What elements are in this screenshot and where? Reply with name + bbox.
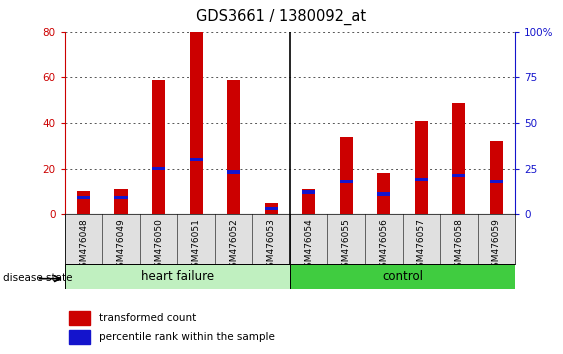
Text: heart failure: heart failure	[141, 270, 214, 282]
FancyBboxPatch shape	[290, 264, 515, 289]
Bar	[190, 158, 203, 161]
Bar	[377, 173, 390, 214]
Bar	[152, 80, 165, 214]
Bar	[152, 167, 165, 170]
Bar	[339, 179, 353, 183]
Bar	[69, 312, 90, 325]
Bar	[227, 170, 240, 174]
Text: GSM476059: GSM476059	[492, 218, 501, 273]
Bar	[227, 80, 240, 214]
Bar	[490, 141, 503, 214]
Text: GSM476056: GSM476056	[379, 218, 388, 273]
Text: GSM476053: GSM476053	[267, 218, 276, 273]
Bar	[302, 190, 315, 194]
Text: GSM476058: GSM476058	[454, 218, 463, 273]
Text: GSM476057: GSM476057	[417, 218, 426, 273]
Bar	[302, 189, 315, 214]
Bar	[190, 32, 203, 214]
Text: disease state: disease state	[3, 273, 72, 283]
Bar	[415, 121, 428, 214]
Bar	[114, 196, 128, 199]
Text: GDS3661 / 1380092_at: GDS3661 / 1380092_at	[196, 9, 367, 25]
FancyBboxPatch shape	[65, 264, 290, 289]
Bar	[490, 179, 503, 183]
Bar	[377, 192, 390, 196]
Text: GSM476048: GSM476048	[79, 218, 88, 273]
Text: GSM476050: GSM476050	[154, 218, 163, 273]
Text: GSM476049: GSM476049	[117, 218, 126, 273]
Text: GSM476055: GSM476055	[342, 218, 351, 273]
Bar	[77, 192, 90, 214]
Bar	[452, 174, 466, 177]
Text: GSM476054: GSM476054	[304, 218, 313, 273]
Bar	[339, 137, 353, 214]
Text: transformed count: transformed count	[99, 313, 196, 323]
Bar	[77, 196, 90, 199]
Bar	[114, 189, 128, 214]
Bar	[265, 207, 278, 210]
Text: GSM476052: GSM476052	[229, 218, 238, 273]
Bar	[452, 103, 466, 214]
Bar	[415, 178, 428, 181]
Bar	[265, 203, 278, 214]
Text: percentile rank within the sample: percentile rank within the sample	[99, 332, 274, 342]
Text: GSM476051: GSM476051	[191, 218, 200, 273]
Bar	[69, 330, 90, 343]
Text: control: control	[382, 270, 423, 282]
